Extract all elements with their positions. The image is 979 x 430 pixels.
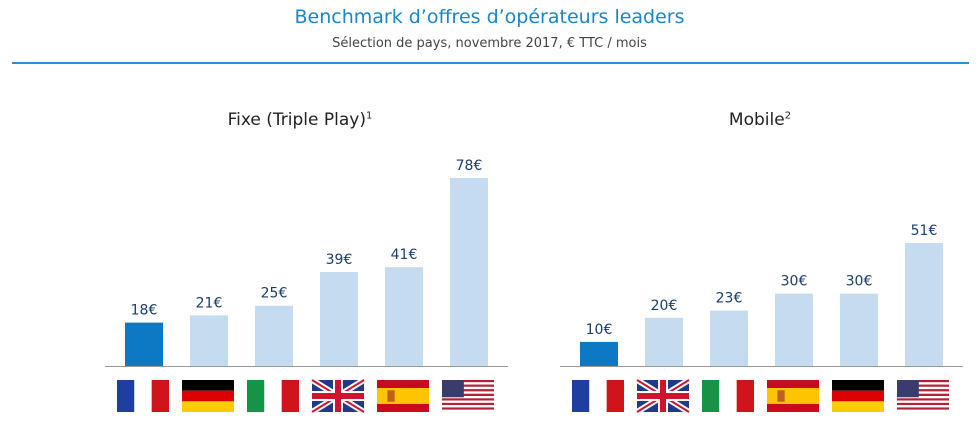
- flag-germany-icon: [182, 380, 234, 412]
- page-subtitle: Sélection de pays, novembre 2017, € TTC …: [332, 36, 647, 51]
- chart-title-fixe-text: Fixe (Triple Play): [227, 110, 366, 130]
- chart-title-mobile-sup: 2: [784, 110, 792, 122]
- bar-germany: [190, 315, 228, 366]
- flag-france-icon: [572, 380, 624, 412]
- flag-germany-icon: [832, 380, 884, 412]
- flag-spain-icon: [767, 380, 819, 412]
- bar-united-states: [450, 178, 488, 366]
- bar-germany: [840, 293, 878, 366]
- bar-united-kingdom: [320, 272, 358, 366]
- bar-france: [580, 341, 618, 366]
- bar-value-label: 18€: [131, 303, 158, 319]
- flag-italy-icon: [702, 380, 754, 412]
- bar-italy: [710, 310, 748, 366]
- bar-spain: [775, 293, 813, 366]
- bar-united-kingdom: [645, 317, 683, 366]
- flag-uk-icon: [635, 377, 691, 415]
- chart-fixe: 18€ 21€ 25€ 39€ 41€ 78€: [105, 158, 508, 415]
- bar-spain: [385, 267, 423, 366]
- chart-title-fixe-sup: 1: [365, 110, 373, 122]
- chart-mobile: 10€ 20€ 23€ 30€ 30€ 51€: [560, 223, 963, 415]
- flag-usa-icon: [442, 380, 494, 412]
- chart-title-mobile: Mobile2: [620, 110, 900, 130]
- chart-title-mobile-text: Mobile: [728, 110, 785, 130]
- page-title: Benchmark d’offres d’opérateurs leaders: [294, 6, 685, 28]
- bar-value-label: 30€: [781, 274, 808, 290]
- bar-value-label: 78€: [456, 158, 483, 174]
- bar-france: [125, 322, 163, 366]
- bar-italy: [255, 305, 293, 366]
- flag-uk-icon: [310, 377, 366, 415]
- bar-value-label: 21€: [196, 295, 223, 311]
- flag-italy-icon: [247, 380, 299, 412]
- bar-value-label: 39€: [326, 252, 353, 268]
- flag-usa-icon: [897, 380, 949, 412]
- bar-value-label: 23€: [716, 291, 743, 307]
- flag-france-icon: [117, 380, 169, 412]
- chart-title-fixe: Fixe (Triple Play)1: [160, 110, 440, 130]
- bar-value-label: 51€: [911, 223, 938, 239]
- bar-value-label: 41€: [391, 247, 418, 263]
- flag-spain-icon: [377, 380, 429, 412]
- bar-value-label: 10€: [586, 322, 613, 338]
- bar-united-states: [905, 243, 943, 366]
- bar-value-label: 20€: [651, 298, 678, 314]
- header-divider: [12, 62, 969, 64]
- bar-value-label: 30€: [846, 274, 873, 290]
- bar-value-label: 25€: [261, 286, 288, 302]
